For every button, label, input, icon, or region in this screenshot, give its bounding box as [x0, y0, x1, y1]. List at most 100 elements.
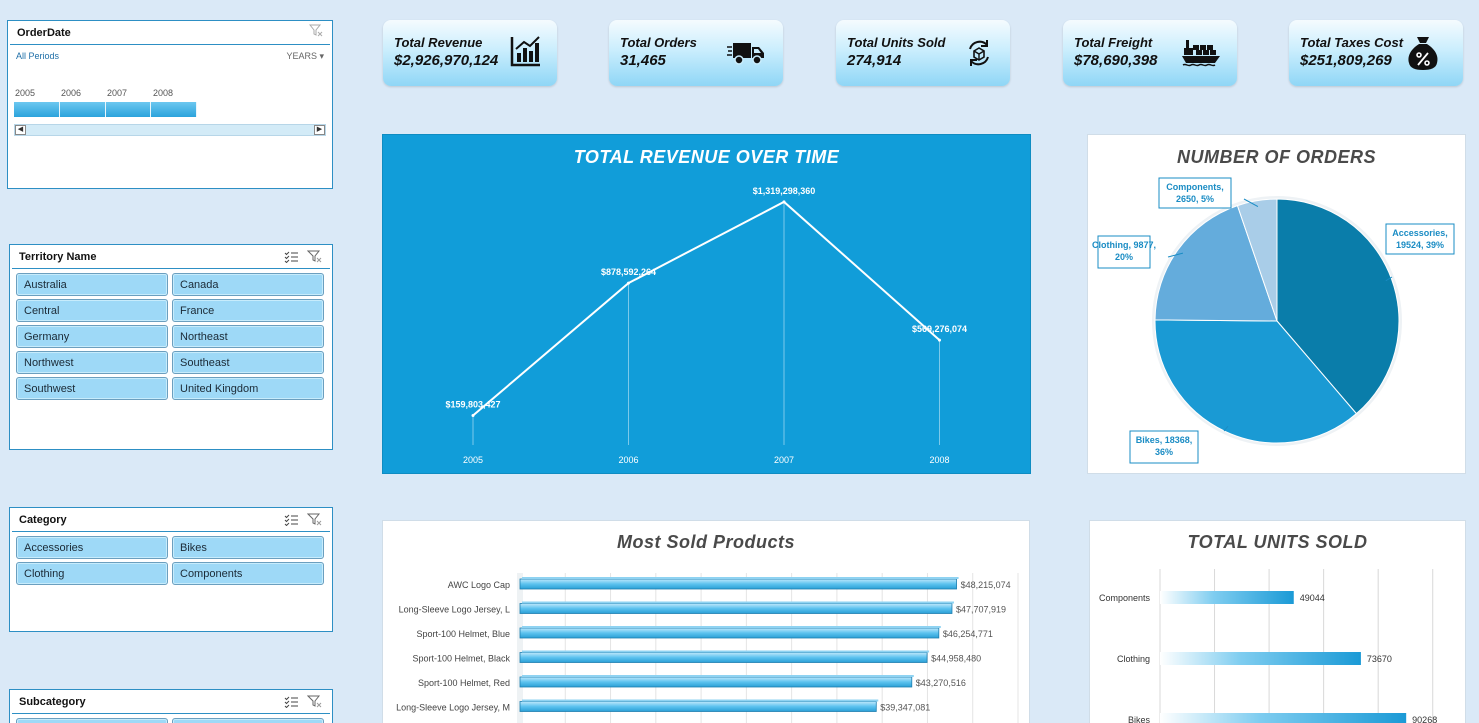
revenue-series-line [472, 200, 941, 417]
pie-leader-line [1167, 252, 1184, 258]
category-item[interactable]: Clothing [16, 562, 168, 585]
timeline-segment[interactable] [59, 102, 106, 117]
product-value-label: $48,215,074 [961, 580, 1011, 590]
kpi-value: $78,690,398 [1074, 52, 1158, 69]
subcategory-slicer-header: Subcategory [12, 690, 330, 714]
product-bar-top [522, 577, 959, 579]
subcategory-item[interactable] [16, 718, 168, 723]
timeline-selection-bar[interactable] [14, 102, 197, 117]
category-slicer: Category Accessories Bikes Clothing Comp… [9, 507, 333, 632]
kpi-label: Total Orders [620, 35, 697, 50]
multi-select-icon[interactable] [284, 514, 299, 526]
category-item[interactable]: Bikes [172, 536, 324, 559]
territory-item[interactable]: Northeast [172, 325, 324, 348]
product-bar-top [522, 601, 954, 604]
product-category-label: Long-Sleeve Logo Jersey, L [399, 605, 510, 615]
timeline-year: 2005 [15, 88, 36, 98]
scroll-right-icon[interactable]: ▶ [314, 125, 325, 135]
revenue-x-tick: 2007 [774, 455, 794, 465]
product-value-label: $39,347,081 [880, 703, 930, 713]
territory-item[interactable]: Central [16, 299, 168, 322]
products-bar-chart: AWC Logo Cap $48,215,074 Long-Sleeve Logo … [396, 573, 1019, 723]
revenue-data-label: $159,803,427 [445, 400, 500, 410]
kpi-label: Total Taxes Cost [1300, 35, 1404, 50]
timeline-scrollbar[interactable]: ◀ ▶ [14, 124, 326, 136]
most-sold-products-panel: Most Sold Products AWC Logo Cap $48,215,0… [382, 520, 1030, 723]
product-bar [519, 652, 928, 663]
revenue-data-label: $569,276,074 [912, 324, 967, 334]
category-items: Accessories Bikes Clothing Components [10, 532, 332, 589]
multi-select-icon[interactable] [284, 251, 299, 263]
kpi-value: 274,914 [847, 52, 902, 69]
revenue-data-label: $1,319,298,360 [753, 186, 816, 196]
pie-data-label: Components, [1166, 182, 1224, 192]
product-value-label: $46,254,771 [943, 629, 993, 639]
pie-data-label: Accessories, [1392, 228, 1448, 238]
pie-slice [1154, 204, 1278, 322]
timeline-unit-selector[interactable]: YEARS ▾ [286, 51, 324, 62]
product-bar [519, 578, 957, 590]
kpi-total-taxes-cost: Total Taxes Cost $251,809,269 [1289, 20, 1463, 86]
timeline-unit-label: YEARS [286, 51, 317, 61]
subcategory-items [10, 714, 332, 723]
territory-item[interactable]: Southwest [16, 377, 168, 400]
units-category-label: Components [1099, 593, 1151, 603]
multi-select-icon[interactable] [284, 696, 299, 708]
pie-data-label: Bikes, 18368, [1136, 435, 1193, 445]
product-bar-top [522, 650, 930, 653]
territory-item[interactable]: France [172, 299, 324, 322]
timeline-segment[interactable] [151, 102, 197, 117]
clear-filter-icon[interactable] [308, 24, 323, 42]
territory-slicer: Territory Name Australia Canada Central … [9, 244, 333, 450]
revenue-chart-title: TOTAL REVENUE OVER TIME [573, 147, 840, 167]
territory-items: Australia Canada Central France Germany … [10, 269, 332, 404]
kpi-total-freight: Total Freight $78,690,398 [1063, 20, 1237, 86]
product-bar [519, 701, 877, 712]
clear-filter-icon[interactable] [307, 250, 323, 263]
territory-item[interactable]: United Kingdom [172, 377, 324, 400]
clear-filter-icon[interactable] [307, 513, 323, 526]
revenue-point [782, 200, 786, 204]
revenue-point [627, 281, 630, 285]
units-chart-title: TOTAL UNITS SOLD [1187, 532, 1368, 552]
subcategory-item[interactable] [172, 718, 324, 723]
category-item[interactable]: Accessories [16, 536, 168, 559]
category-item[interactable]: Components [172, 562, 324, 585]
product-bar-top [522, 699, 879, 702]
territory-item[interactable]: Canada [172, 273, 324, 296]
units-category-label: Bikes [1128, 715, 1151, 723]
territory-item[interactable]: Australia [16, 273, 168, 296]
product-category-label: Sport-100 Helmet, Red [418, 678, 510, 688]
revenue-x-tick: 2005 [463, 455, 483, 465]
product-category-label: AWC Logo Cap [448, 580, 510, 590]
kpi-value: $2,926,970,124 [394, 52, 499, 69]
product-category-label: Sport-100 Helmet, Black [412, 654, 510, 664]
timeline-title: OrderDate [17, 26, 71, 39]
timeline-segment[interactable] [14, 102, 60, 117]
pie-data-label: 36% [1155, 447, 1173, 457]
clear-filter-icon[interactable] [307, 695, 323, 708]
units-bar [1160, 652, 1361, 665]
timeline-segment[interactable] [105, 102, 152, 117]
orderdate-timeline[interactable]: OrderDate All Periods YEARS ▾ 2005 2006 … [7, 20, 333, 189]
pie-label-box [1158, 177, 1232, 209]
units-value-label: 49044 [1300, 593, 1325, 603]
kpi-label: Total Units Sold [847, 35, 946, 50]
territory-item[interactable]: Germany [16, 325, 168, 348]
territory-slicer-header: Territory Name [12, 245, 330, 269]
category-slicer-header: Category [12, 508, 330, 532]
chevron-down-icon: ▾ [319, 51, 324, 61]
territory-item[interactable]: Northwest [16, 351, 168, 374]
units-bar [1160, 713, 1407, 723]
number-of-orders-panel: NUMBER OF ORDERS Accessories, 19524, 39% B… [1087, 134, 1466, 474]
money-bag-percent-icon [1407, 35, 1439, 76]
kpi-total-orders: Total Orders 31,465 [609, 20, 783, 86]
pie-data-label: 19524, 39% [1396, 240, 1444, 250]
revenue-point [471, 414, 475, 418]
scroll-left-icon[interactable]: ◀ [15, 125, 26, 135]
pie-data-label: 2650, 5% [1176, 194, 1214, 204]
kpi-total-units-sold: Total Units Sold 274,914 [836, 20, 1010, 86]
territory-item[interactable]: Southeast [172, 351, 324, 374]
product-category-label: Sport-100 Helmet, Blue [416, 629, 510, 639]
delivery-truck-icon [727, 40, 765, 71]
